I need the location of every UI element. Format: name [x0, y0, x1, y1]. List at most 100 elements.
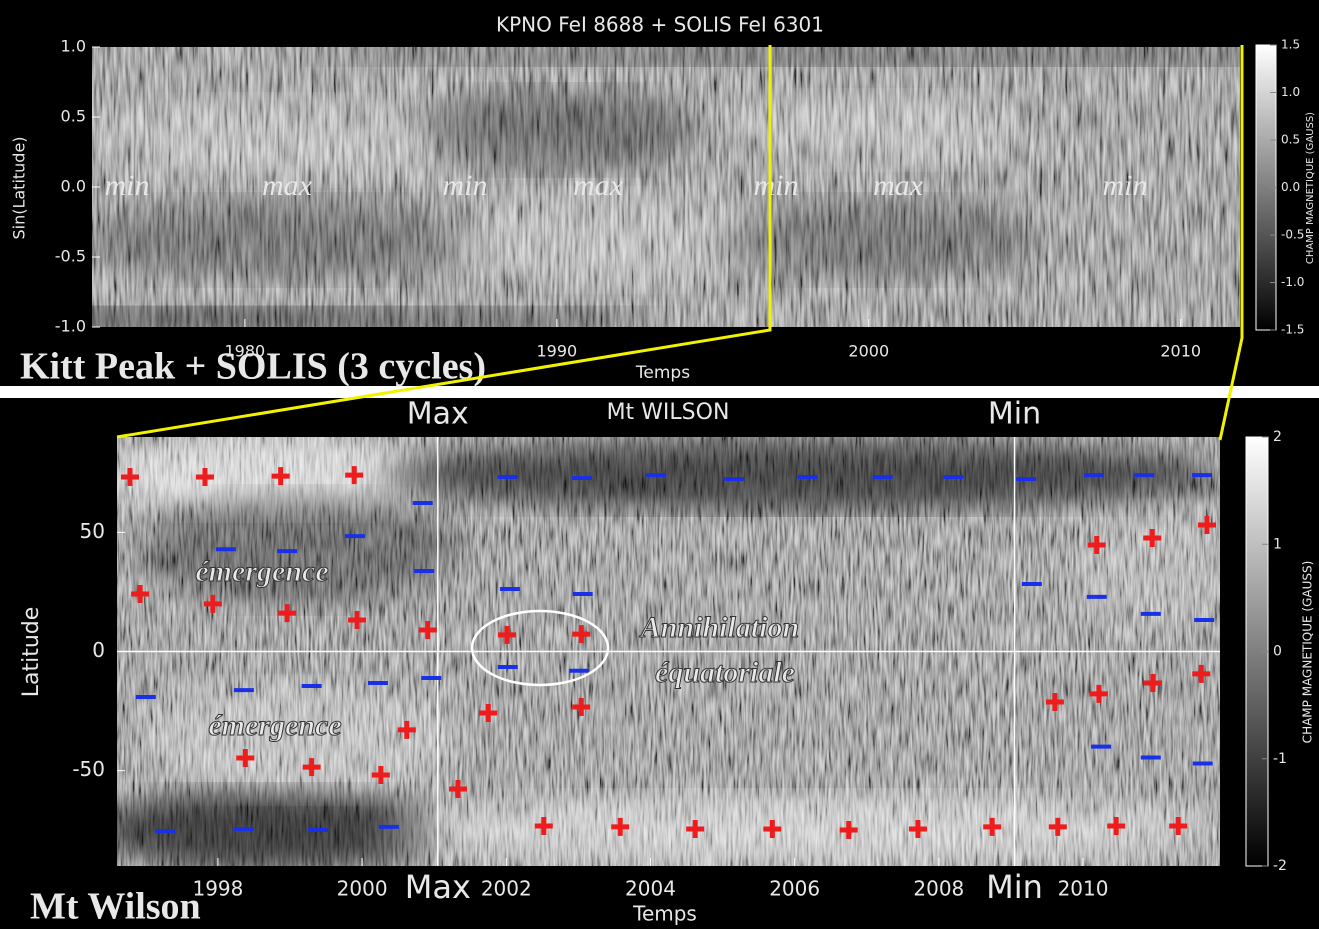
colorbar-tick-label: 1	[1273, 536, 1282, 552]
plus-marker	[1048, 817, 1067, 836]
texture-blob	[430, 195, 770, 285]
plus-marker	[1107, 816, 1126, 835]
plus-marker	[1198, 515, 1217, 534]
plot-area	[117, 437, 1220, 866]
y-tick-label: 0.0	[61, 177, 86, 196]
plus-marker	[1045, 693, 1064, 712]
texture-blob	[420, 90, 700, 170]
annotation: émergence	[208, 709, 341, 742]
texture-blob	[92, 200, 485, 280]
caption: Kitt Peak + SOLIS (3 cycles)	[20, 346, 486, 388]
colorbar-tick-label: 0.5	[1281, 133, 1300, 147]
x-tick-label: 2002	[481, 877, 532, 901]
plus-marker	[345, 466, 364, 485]
plus-marker	[236, 749, 255, 768]
y-tick-label: 0.5	[61, 107, 86, 126]
y-tick-label: 50	[80, 519, 105, 543]
annotation: équatoriale	[655, 656, 795, 689]
caption: Mt Wilson	[30, 886, 201, 928]
y-axis-label: Latitude	[19, 607, 44, 698]
colorbar-tick-label: -1.5	[1281, 323, 1304, 337]
x-tick-label: 2006	[769, 877, 820, 901]
texture-blob	[92, 308, 670, 327]
plus-marker	[983, 817, 1002, 836]
x-tick-label: 2010	[1058, 877, 1109, 901]
colorbar-tick-label: -1.0	[1281, 275, 1304, 289]
plus-marker	[120, 468, 139, 487]
plus-marker	[572, 698, 591, 717]
texture-blob	[720, 200, 1040, 280]
chart-title: KPNO FeI 8688 + SOLIS FeI 6301	[496, 13, 824, 37]
plus-marker	[611, 817, 630, 836]
plus-marker	[839, 821, 858, 840]
plus-marker	[534, 816, 553, 835]
plus-marker	[1192, 664, 1211, 683]
texture-blob	[1070, 510, 1220, 630]
colorbar-tick-label: -2	[1273, 858, 1287, 874]
colorbar-label: CHAMP MAGNETIQUE (GAUSS)	[1301, 561, 1315, 744]
annotation: max	[262, 169, 313, 202]
plus-marker	[348, 611, 367, 630]
cycle-label: Max	[405, 868, 471, 906]
x-tick-label: 1990	[536, 342, 577, 361]
annotation: min	[1103, 169, 1148, 202]
plus-marker	[371, 765, 390, 784]
texture-blob	[117, 790, 440, 866]
plus-marker	[203, 594, 222, 613]
annotation: min	[105, 169, 150, 202]
y-tick-label: 1.0	[61, 37, 86, 56]
x-tick-label: 2008	[913, 877, 964, 901]
cycle-label: Min	[986, 868, 1043, 906]
x-tick-label: 2004	[625, 877, 676, 901]
colorbar-tick-label: 2	[1273, 429, 1282, 445]
plus-marker	[131, 585, 150, 604]
plus-marker	[1169, 816, 1188, 835]
texture-blob	[730, 95, 1030, 165]
colorbar-tick-label: -0.5	[1281, 228, 1304, 242]
highlight-ellipse	[470, 609, 610, 687]
plus-marker	[278, 604, 297, 623]
colorbar-tick-label: -1	[1273, 751, 1287, 767]
x-tick-label: 2010	[1160, 342, 1201, 361]
colorbar-tick-label: 0	[1273, 644, 1282, 660]
x-axis-label: Temps	[635, 363, 690, 383]
cycle-label: Min	[988, 397, 1041, 432]
x-tick-label: 2000	[848, 342, 889, 361]
zoom-line	[116, 45, 772, 439]
plus-marker	[418, 621, 437, 640]
plus-marker	[195, 468, 214, 487]
plus-marker	[1089, 684, 1108, 703]
separator	[0, 386, 1319, 398]
plus-marker	[498, 625, 517, 644]
annotation: max	[573, 169, 624, 202]
annotation: Annihilation	[639, 611, 799, 644]
annotation: max	[873, 169, 924, 202]
colorbar-tick-label: 0.0	[1281, 180, 1300, 194]
plus-marker	[908, 820, 927, 839]
plus-marker	[271, 467, 290, 486]
plus-marker	[572, 625, 591, 644]
x-tick-label: 2000	[337, 877, 388, 901]
texture-blob	[380, 795, 1220, 865]
annotation: min	[754, 169, 799, 202]
x-tick-label: 1980	[224, 342, 265, 361]
annotation: min	[443, 169, 488, 202]
plus-marker	[479, 703, 498, 722]
plus-marker	[302, 758, 321, 777]
texture-blob	[140, 495, 460, 605]
plus-marker	[686, 820, 705, 839]
plus-marker	[1143, 673, 1162, 692]
texture-blob	[380, 440, 1220, 510]
colorbar-label: CHAMP MAGNETIQUE (GAUSS)	[1305, 112, 1316, 264]
x-tick-label: 1998	[192, 877, 243, 901]
x-axis-label: Temps	[632, 902, 697, 926]
zoom-line	[1218, 45, 1244, 441]
plus-marker	[763, 820, 782, 839]
chart-title: Mt WILSON	[607, 400, 730, 425]
plus-marker	[448, 780, 467, 799]
plus-marker	[1087, 535, 1106, 554]
plus-marker	[1143, 529, 1162, 548]
colorbar-tick-label: 1.0	[1281, 85, 1300, 99]
